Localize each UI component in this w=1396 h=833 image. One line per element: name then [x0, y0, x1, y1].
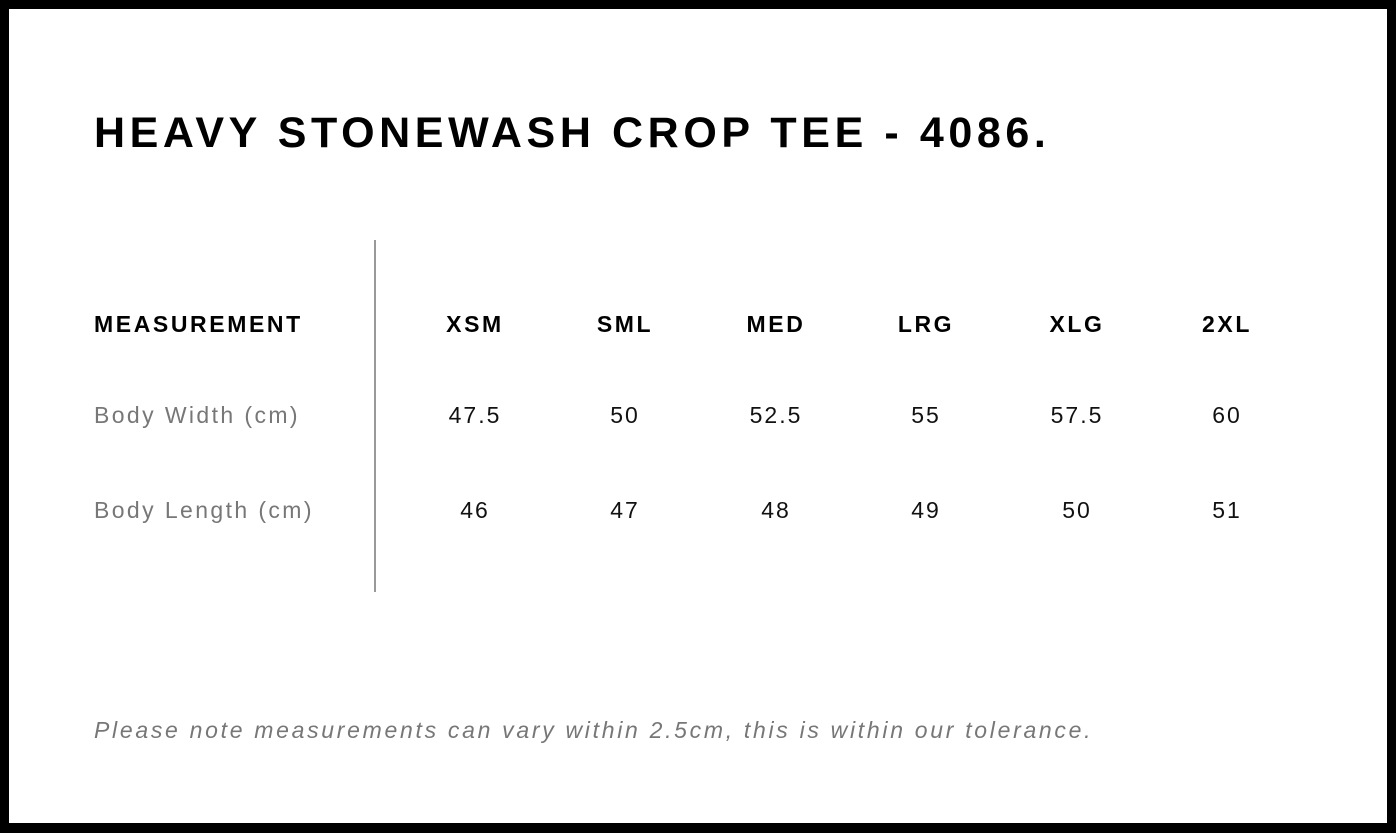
size-chart-card: HEAVY STONEWASH CROP TEE - 4086. MEASURE…	[9, 9, 1387, 823]
tolerance-note: Please note measurements can vary within…	[94, 717, 1094, 743]
size-header-sml: SML	[596, 311, 654, 337]
table-cell: 46	[460, 497, 490, 523]
table-cell: 50	[610, 402, 640, 428]
table-cell: 60	[1212, 402, 1242, 428]
table-cell: 48	[761, 497, 791, 523]
table-cell: 50	[1062, 497, 1092, 523]
table-cell: 49	[911, 497, 941, 523]
table-cell: 52.5	[749, 402, 803, 428]
size-header-xsm: XSM	[446, 311, 504, 337]
page-title: HEAVY STONEWASH CROP TEE - 4086.	[94, 109, 1051, 157]
table-cell: 55	[911, 402, 941, 428]
row-label: Body Length (cm)	[94, 497, 314, 523]
table-cell: 57.5	[1050, 402, 1104, 428]
size-header-xlg: XLG	[1049, 311, 1105, 337]
measurement-header: MEASUREMENT	[94, 311, 303, 337]
column-divider	[374, 240, 376, 592]
size-header-med: MED	[746, 311, 806, 337]
size-header-2xl: 2XL	[1202, 311, 1252, 337]
table-cell: 47.5	[448, 402, 502, 428]
table-cell: 51	[1212, 497, 1242, 523]
size-header-lrg: LRG	[897, 311, 955, 337]
row-label: Body Width (cm)	[94, 402, 300, 428]
table-cell: 47	[610, 497, 640, 523]
